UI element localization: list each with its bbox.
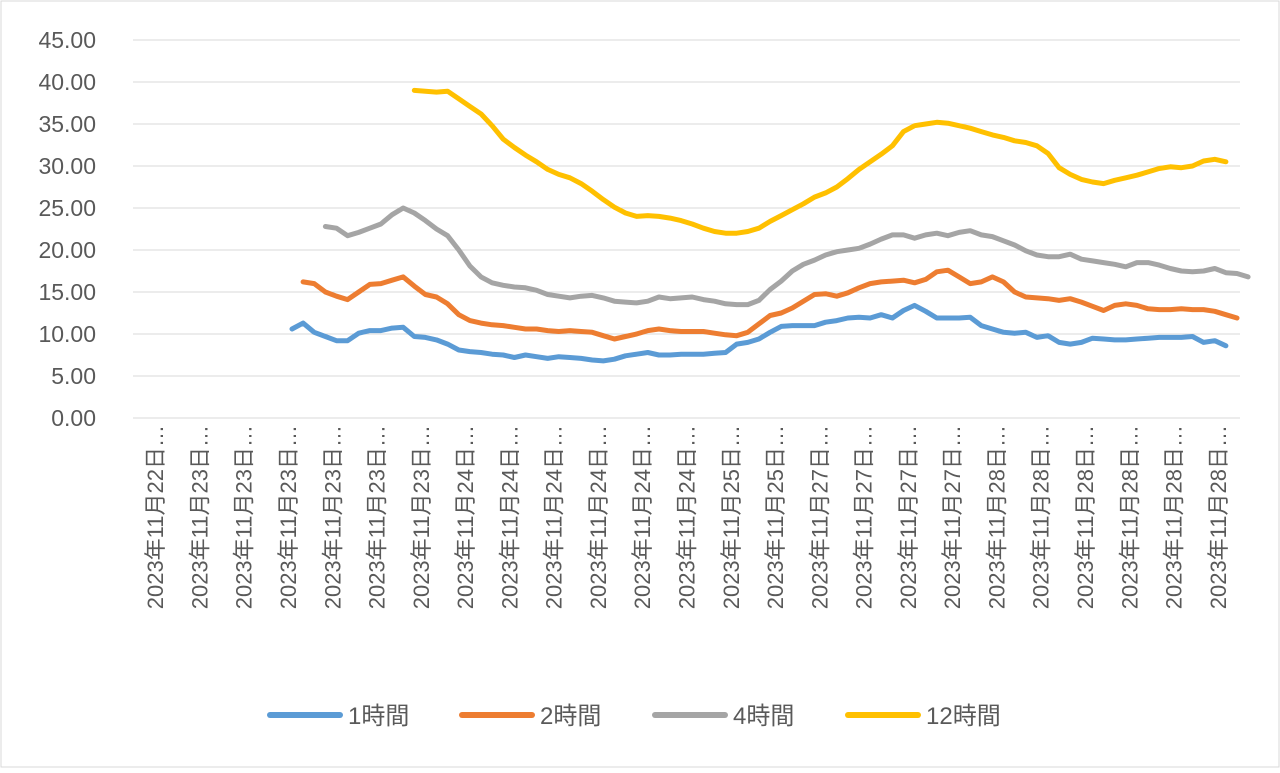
y-tick-label: 10.00 bbox=[38, 321, 96, 347]
x-tick-label: 2023年11月24日… bbox=[630, 425, 655, 609]
y-tick-label: 40.00 bbox=[38, 69, 96, 95]
x-tick-label: 2023年11月27日… bbox=[940, 425, 965, 609]
y-tick-label: 0.00 bbox=[51, 405, 96, 431]
x-tick-label: 2023年11月25日… bbox=[763, 425, 788, 609]
series-line-2 bbox=[300, 267, 1240, 342]
x-tick-label: 2023年11月24日… bbox=[675, 425, 700, 609]
legend-label: 1時間 bbox=[348, 703, 409, 730]
x-tick-label: 2023年11月23日… bbox=[409, 425, 434, 609]
x-axis: 2023年11月22日… 2023年11月23日… 2023年11月23日… 2023… bbox=[143, 425, 1231, 609]
legend-label: 4時間 bbox=[733, 703, 794, 730]
x-tick-label: 2023年11月23日… bbox=[276, 425, 301, 609]
x-tick-label: 2023年11月24日… bbox=[542, 425, 567, 609]
x-tick-label: 2023年11月28日… bbox=[1117, 425, 1142, 609]
legend-label: 2時間 bbox=[540, 703, 601, 730]
legend-label: 12時間 bbox=[926, 703, 1001, 730]
y-tick-label: 35.00 bbox=[38, 111, 96, 137]
x-tick-label: 2023年11月23日… bbox=[232, 425, 257, 609]
x-tick-label: 2023年11月24日… bbox=[453, 425, 478, 609]
y-tick-label: 20.00 bbox=[38, 237, 96, 263]
legend: 1時間 2時間 4時間 12時間 bbox=[267, 703, 1001, 730]
x-tick-label: 2023年11月23日… bbox=[320, 425, 345, 609]
series-line-1 bbox=[289, 302, 1229, 364]
x-tick-label: 2023年11月28日… bbox=[984, 425, 1009, 609]
x-tick-label: 2023年11月28日… bbox=[1162, 425, 1187, 609]
y-tick-label: 25.00 bbox=[38, 195, 96, 221]
x-tick-label: 2023年11月23日… bbox=[187, 425, 212, 609]
x-tick-label: 2023年11月24日… bbox=[497, 425, 522, 609]
x-tick-label: 2023年11月28日… bbox=[1029, 425, 1054, 609]
x-tick-label: 2023年11月28日… bbox=[1073, 425, 1098, 609]
x-tick-label: 2023年11月24日… bbox=[586, 425, 611, 609]
x-tick-label: 2023年11月27日… bbox=[896, 425, 921, 609]
series-line-4 bbox=[411, 87, 1229, 236]
y-tick-label: 15.00 bbox=[38, 279, 96, 305]
series-lines bbox=[289, 87, 1251, 364]
x-tick-label: 2023年11月27日… bbox=[807, 425, 832, 609]
x-tick-label: 2023年11月22日… bbox=[143, 425, 168, 609]
x-tick-label: 2023年11月25日… bbox=[719, 425, 744, 609]
y-axis: 0.00 5.00 10.00 15.00 20.00 25.00 30.00 35.00 40… bbox=[38, 27, 96, 431]
series-line-3 bbox=[322, 205, 1251, 308]
x-tick-label: 2023年11月23日… bbox=[365, 425, 390, 609]
x-tick-label: 2023年11月28日… bbox=[1206, 425, 1231, 609]
y-tick-label: 5.00 bbox=[51, 363, 96, 389]
x-tick-label: 2023年11月27日… bbox=[852, 425, 877, 609]
y-tick-label: 30.00 bbox=[38, 153, 96, 179]
y-tick-label: 45.00 bbox=[38, 27, 96, 53]
